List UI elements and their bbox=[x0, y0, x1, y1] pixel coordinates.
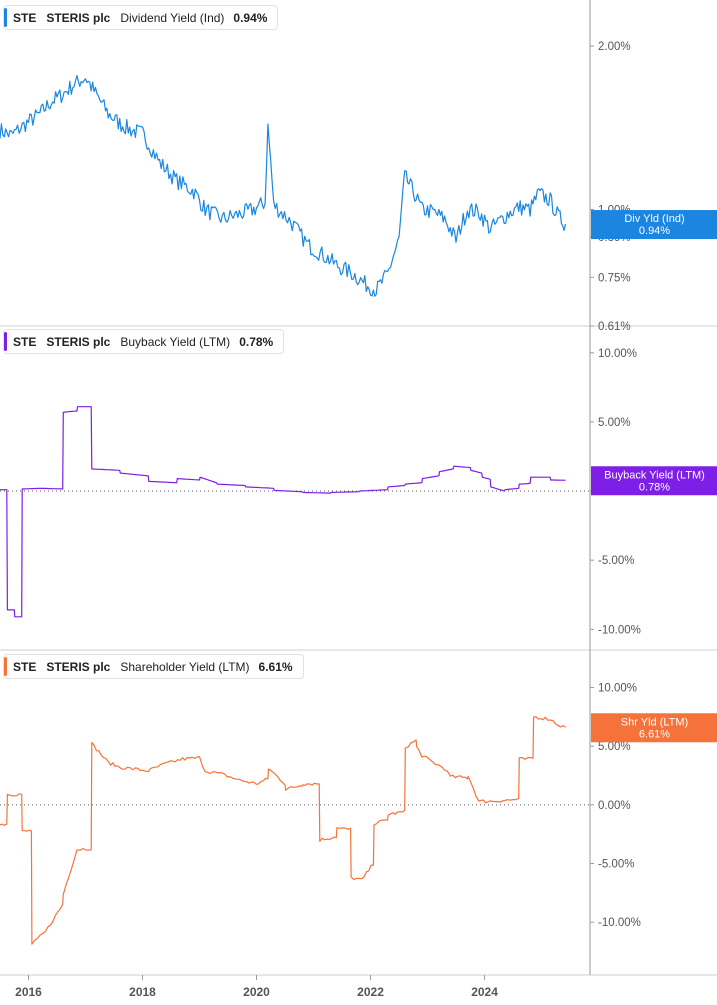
badge-value: 0.78% bbox=[639, 481, 670, 493]
legend-company: STERIS plc bbox=[46, 334, 111, 349]
last-value-badge: Buyback Yield (LTM)0.78% bbox=[591, 466, 717, 496]
y-tick-label: 0.00% bbox=[598, 800, 631, 812]
y-tick-label: 0.75% bbox=[598, 272, 631, 284]
y-tick-label: 0.61% bbox=[598, 321, 631, 333]
badge-background bbox=[591, 713, 717, 743]
legend-metric: Buyback Yield (LTM) bbox=[120, 334, 231, 349]
y-tick-label: 5.00% bbox=[598, 741, 631, 753]
series-line-0 bbox=[0, 75, 567, 297]
last-value-badge: Div Yld (Ind)0.94% bbox=[591, 210, 717, 240]
legend-current-value: 6.61% bbox=[258, 659, 293, 674]
y-tick-label: -5.00% bbox=[598, 859, 634, 871]
x-tick-label: 2016 bbox=[15, 985, 42, 999]
y-tick-label: -10.00% bbox=[598, 917, 641, 929]
legend-current-value: 0.94% bbox=[233, 10, 268, 25]
y-tick-label: -10.00% bbox=[598, 624, 641, 636]
legend-ticker: STE bbox=[13, 659, 37, 674]
x-tick-label: 2018 bbox=[129, 985, 156, 999]
badge-label: Shr Yld (LTM) bbox=[621, 716, 688, 728]
legend-metric: Shareholder Yield (LTM) bbox=[120, 659, 250, 674]
series-line-2 bbox=[0, 716, 566, 945]
legend-swatch-shareholder bbox=[4, 657, 7, 676]
y-tick-label: 10.00% bbox=[598, 348, 637, 360]
y-tick-label: 2.00% bbox=[598, 41, 631, 53]
badge-label: Div Yld (Ind) bbox=[624, 213, 684, 225]
legend-shareholder-yield[interactable]: STE STERIS plc Shareholder Yield (LTM) 6… bbox=[3, 654, 304, 679]
y-tick-label: 10.00% bbox=[598, 682, 637, 694]
legend-ticker: STE bbox=[13, 10, 37, 25]
legend-company: STERIS plc bbox=[46, 659, 111, 674]
x-tick-label: 2024 bbox=[471, 985, 498, 999]
legend-dividend-yield[interactable]: STE STERIS plc Dividend Yield (Ind) 0.94… bbox=[3, 5, 279, 30]
y-tick-label: 5.00% bbox=[598, 417, 631, 429]
badge-background bbox=[591, 210, 717, 240]
y-tick-label: -5.00% bbox=[598, 555, 634, 567]
legend-company: STERIS plc bbox=[46, 10, 111, 25]
legend-swatch-buyback bbox=[4, 332, 7, 351]
badge-label: Buyback Yield (LTM) bbox=[604, 469, 705, 481]
x-tick-label: 2022 bbox=[357, 985, 384, 999]
legend-ticker: STE bbox=[13, 334, 37, 349]
badge-background bbox=[591, 466, 717, 496]
legend-current-value: 0.78% bbox=[239, 334, 274, 349]
x-tick-label: 2020 bbox=[243, 985, 270, 999]
badge-value: 0.94% bbox=[639, 225, 670, 237]
series-line-1 bbox=[0, 406, 566, 618]
last-value-badge: Shr Yld (LTM)6.61% bbox=[591, 713, 717, 743]
legend-metric: Dividend Yield (Ind) bbox=[120, 10, 225, 25]
legend-swatch-dividend bbox=[4, 8, 7, 27]
badge-value: 6.61% bbox=[639, 728, 670, 740]
legend-buyback-yield[interactable]: STE STERIS plc Buyback Yield (LTM) 0.78% bbox=[3, 329, 285, 354]
